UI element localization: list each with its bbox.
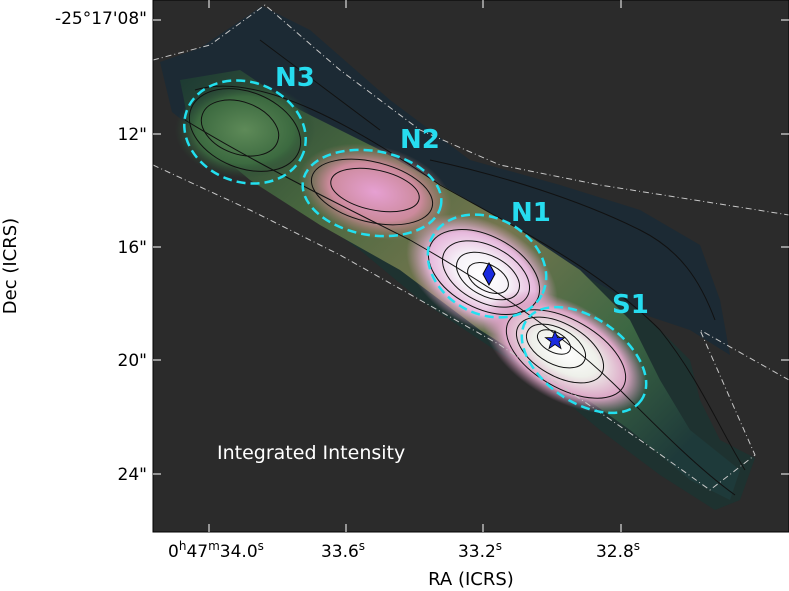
x-tick-label: 33.2s bbox=[458, 539, 502, 562]
footprint-outlines bbox=[153, 4, 789, 491]
region-ellipses bbox=[183, 79, 648, 415]
region-n2-ellipse bbox=[301, 148, 443, 238]
region-label-n1: N1 bbox=[511, 198, 551, 228]
plot-frame bbox=[152, 0, 789, 533]
panel-label: Integrated Intensity bbox=[217, 442, 405, 464]
y-axis-ticks bbox=[153, 19, 789, 475]
y-tick-label: 12" bbox=[118, 125, 147, 145]
y-tick-label: -25°17'08" bbox=[55, 9, 147, 29]
y-axis-title: Dec (ICRS) bbox=[0, 218, 21, 314]
x-axis-ticks bbox=[208, 0, 622, 532]
x-tick-label: 33.6s bbox=[321, 539, 365, 562]
region-s1-ellipse bbox=[520, 305, 648, 415]
x-tick-label: 0h47m34.0s bbox=[168, 539, 264, 562]
contour-lines bbox=[184, 39, 746, 496]
region-label-n2: N2 bbox=[400, 125, 440, 155]
emission-footprint-upper bbox=[160, 6, 730, 355]
y-tick-label: 24" bbox=[118, 465, 147, 485]
region-n3-ellipse bbox=[183, 79, 307, 185]
star-marker bbox=[544, 329, 566, 350]
emission-n3-glow bbox=[175, 82, 315, 178]
emission-s1-glow bbox=[483, 290, 647, 414]
y-tick-label: 16" bbox=[118, 238, 147, 258]
region-label-n3: N3 bbox=[275, 63, 315, 93]
y-tick-label: 20" bbox=[118, 351, 147, 371]
x-axis-title: RA (ICRS) bbox=[428, 569, 514, 590]
region-n1-ellipse bbox=[426, 213, 548, 319]
diamond-marker bbox=[482, 261, 496, 287]
x-tick-label: 32.8s bbox=[596, 539, 640, 562]
emission-n2-glow bbox=[298, 143, 452, 241]
region-label-s1: S1 bbox=[612, 290, 649, 320]
